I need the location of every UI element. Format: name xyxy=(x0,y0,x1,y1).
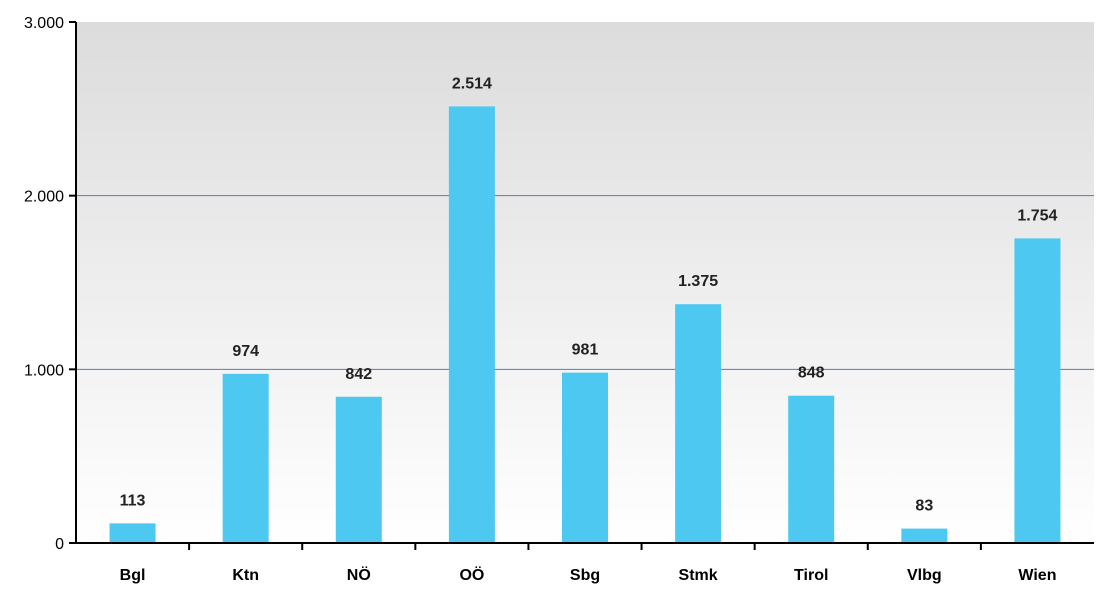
y-tick-label-3: 3.000 xyxy=(24,15,64,32)
x-tick-label-2: NÖ xyxy=(347,565,371,584)
data-label-2: 842 xyxy=(345,366,372,383)
bar-5 xyxy=(675,304,722,543)
bar-1 xyxy=(222,373,269,543)
data-label-7: 83 xyxy=(915,498,933,515)
x-tick-label-5: Stmk xyxy=(679,567,718,584)
data-label-5: 1.375 xyxy=(678,273,718,290)
x-tick-label-1: Ktn xyxy=(232,567,259,584)
gridlines xyxy=(76,195,1094,370)
bar-7 xyxy=(901,528,948,543)
data-label-8: 1.754 xyxy=(1017,207,1057,224)
bar-0 xyxy=(109,523,156,543)
x-tick-label-8: Wien xyxy=(1018,567,1056,584)
data-label-3: 2.514 xyxy=(452,75,492,92)
axes xyxy=(69,21,1094,550)
x-tick-label-7: Vlbg xyxy=(907,567,942,584)
data-label-1: 974 xyxy=(232,343,259,360)
x-tick-label-3: OÖ xyxy=(459,565,484,584)
labels: 113 974 842 2.514 981 1.375 848 83 1.754 0 1.000 2.… xyxy=(24,15,1058,584)
x-tick-label-4: Sbg xyxy=(570,567,600,584)
y-tick-label-1: 1.000 xyxy=(24,362,64,379)
y-tick-label-0: 0 xyxy=(55,536,64,553)
x-tick-label-0: Bgl xyxy=(120,567,146,584)
bar-2 xyxy=(335,396,382,543)
bar-3 xyxy=(448,106,495,543)
bar-4 xyxy=(562,372,608,543)
x-tick-label-6: Tirol xyxy=(794,567,828,584)
data-label-4: 981 xyxy=(572,342,599,359)
bars xyxy=(109,106,1061,543)
y-tick-label-2: 2.000 xyxy=(24,189,64,206)
data-label-6: 848 xyxy=(798,365,825,382)
bar-6 xyxy=(788,395,835,543)
bar-8 xyxy=(1014,238,1061,543)
data-label-0: 113 xyxy=(120,492,146,509)
